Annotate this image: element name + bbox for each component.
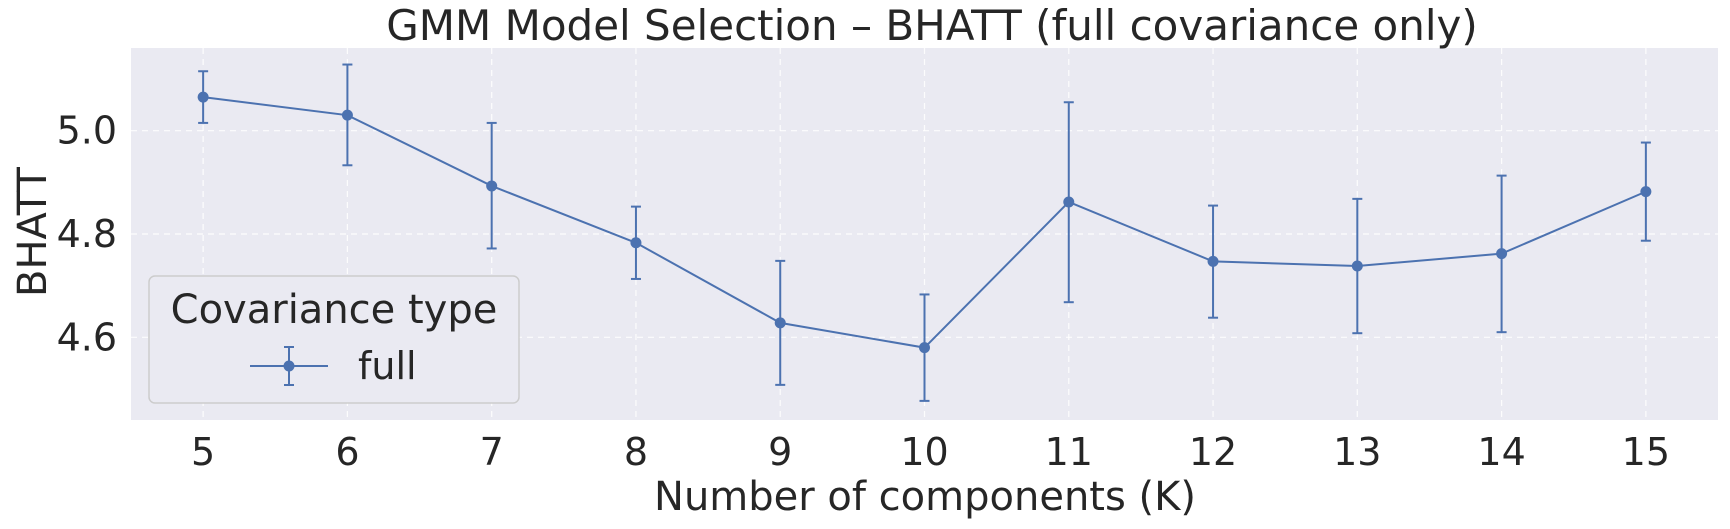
data-point xyxy=(341,109,353,121)
y-tick-labels: 4.6 4.8 5.0 xyxy=(57,109,117,360)
legend-title: Covariance type xyxy=(171,287,498,333)
data-point xyxy=(630,237,642,249)
data-point xyxy=(197,91,209,103)
data-point xyxy=(1640,186,1652,198)
x-tick-label: 15 xyxy=(1622,430,1670,474)
y-tick-label: 5.0 xyxy=(57,109,117,153)
legend-marker xyxy=(250,346,328,386)
x-axis-label: Number of components (K) xyxy=(654,474,1196,520)
data-point xyxy=(774,317,786,329)
x-tick-label: 11 xyxy=(1045,430,1093,474)
y-axis-label: BHATT xyxy=(10,166,56,297)
data-point xyxy=(919,342,930,354)
y-tick-label: 4.8 xyxy=(57,212,117,256)
data-point xyxy=(486,180,498,192)
data-point xyxy=(1207,255,1219,267)
x-tick-label: 5 xyxy=(191,430,215,474)
chart-title: GMM Model Selection – BHATT (full covari… xyxy=(386,1,1478,50)
x-tick-label: 13 xyxy=(1333,430,1381,474)
y-tick-label: 4.6 xyxy=(57,315,117,359)
x-tick-label: 9 xyxy=(768,430,792,474)
x-tick-labels: 5 6 7 8 9 10 11 12 13 14 15 xyxy=(191,430,1670,474)
legend: Covariance type full xyxy=(148,275,520,404)
data-points xyxy=(197,91,1652,354)
x-tick-label: 14 xyxy=(1477,430,1525,474)
legend-label-full: full xyxy=(358,344,417,388)
data-point xyxy=(1351,260,1363,272)
data-point xyxy=(1496,248,1508,260)
x-tick-label: 10 xyxy=(900,430,948,474)
legend-box xyxy=(148,275,520,404)
x-tick-label: 8 xyxy=(624,430,648,474)
data-point xyxy=(1063,196,1075,208)
x-tick-label: 12 xyxy=(1189,430,1237,474)
x-tick-label: 6 xyxy=(335,430,359,474)
x-tick-label: 7 xyxy=(480,430,504,474)
